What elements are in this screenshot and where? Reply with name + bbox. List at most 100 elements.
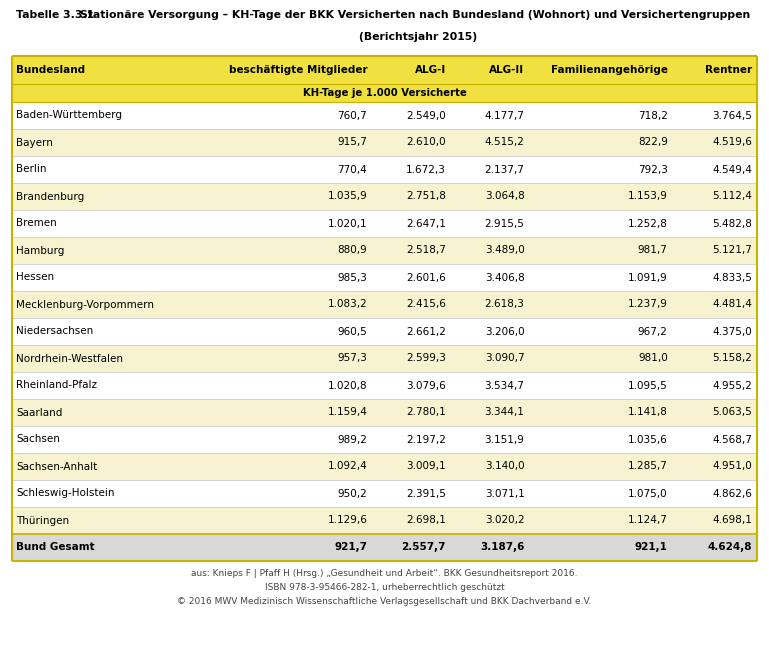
- Text: Sachsen: Sachsen: [16, 434, 60, 444]
- Text: 4.951,0: 4.951,0: [712, 462, 752, 472]
- Text: 1.092,4: 1.092,4: [328, 462, 368, 472]
- Bar: [12, 102, 757, 129]
- Text: KH-Tage je 1.000 Versicherte: KH-Tage je 1.000 Versicherte: [303, 88, 466, 98]
- Text: 1.035,9: 1.035,9: [328, 191, 368, 201]
- Text: 1.020,8: 1.020,8: [328, 381, 368, 391]
- Text: Stationäre Versorgung – KH-Tage der BKK Versicherten nach Bundesland (Wohnort) u: Stationäre Versorgung – KH-Tage der BKK …: [80, 10, 751, 20]
- Text: 989,2: 989,2: [338, 434, 368, 444]
- Text: 1.075,0: 1.075,0: [628, 488, 667, 498]
- Text: 4.955,2: 4.955,2: [712, 381, 752, 391]
- Text: 2.618,3: 2.618,3: [484, 300, 524, 310]
- Text: 3.009,1: 3.009,1: [406, 462, 446, 472]
- Text: 4.481,4: 4.481,4: [712, 300, 752, 310]
- Text: 3.079,6: 3.079,6: [406, 381, 446, 391]
- Text: 2.549,0: 2.549,0: [406, 110, 446, 120]
- Bar: [12, 4, 757, 56]
- Text: 3.090,7: 3.090,7: [484, 353, 524, 363]
- Bar: [12, 480, 757, 507]
- Bar: [12, 345, 757, 372]
- Bar: [12, 507, 757, 534]
- Text: 915,7: 915,7: [338, 138, 368, 147]
- Text: 2.557,7: 2.557,7: [401, 543, 446, 553]
- Text: 4.862,6: 4.862,6: [712, 488, 752, 498]
- Text: Bund Gesamt: Bund Gesamt: [16, 543, 95, 553]
- Text: 1.035,6: 1.035,6: [628, 434, 667, 444]
- Text: Rentner: Rentner: [705, 65, 752, 75]
- Text: 921,7: 921,7: [335, 543, 368, 553]
- Text: 760,7: 760,7: [338, 110, 368, 120]
- Text: 4.698,1: 4.698,1: [712, 516, 752, 526]
- Text: 4.515,2: 4.515,2: [484, 138, 524, 147]
- Bar: [12, 372, 757, 399]
- Text: 985,3: 985,3: [338, 272, 368, 282]
- Text: 2.391,5: 2.391,5: [406, 488, 446, 498]
- Text: 1.153,9: 1.153,9: [628, 191, 667, 201]
- Text: 3.206,0: 3.206,0: [484, 326, 524, 337]
- Text: Baden-Württemberg: Baden-Württemberg: [16, 110, 122, 120]
- Text: Thüringen: Thüringen: [16, 516, 69, 526]
- Text: 4.549,4: 4.549,4: [712, 165, 752, 175]
- Text: ALG-II: ALG-II: [489, 65, 524, 75]
- Bar: [12, 84, 757, 102]
- Text: ALG-I: ALG-I: [414, 65, 446, 75]
- Text: 2.780,1: 2.780,1: [406, 407, 446, 417]
- Bar: [12, 318, 757, 345]
- Text: 2.137,7: 2.137,7: [484, 165, 524, 175]
- Text: Schleswig-Holstein: Schleswig-Holstein: [16, 488, 115, 498]
- Text: 5.063,5: 5.063,5: [712, 407, 752, 417]
- Text: 4.375,0: 4.375,0: [712, 326, 752, 337]
- Bar: [12, 156, 757, 183]
- Text: 3.534,7: 3.534,7: [484, 381, 524, 391]
- Bar: [12, 183, 757, 210]
- Bar: [12, 399, 757, 426]
- Text: Rheinland-Pfalz: Rheinland-Pfalz: [16, 381, 97, 391]
- Text: 2.661,2: 2.661,2: [406, 326, 446, 337]
- Text: 967,2: 967,2: [638, 326, 667, 337]
- Text: 880,9: 880,9: [338, 246, 368, 256]
- Text: Brandenburg: Brandenburg: [16, 191, 85, 201]
- Text: 960,5: 960,5: [338, 326, 368, 337]
- Text: 3.064,8: 3.064,8: [484, 191, 524, 201]
- Text: © 2016 MWV Medizinisch Wissenschaftliche Verlagsgesellschaft und BKK Dachverband: © 2016 MWV Medizinisch Wissenschaftliche…: [178, 597, 591, 606]
- Text: 2.415,6: 2.415,6: [406, 300, 446, 310]
- Text: 792,3: 792,3: [638, 165, 667, 175]
- Text: 1.141,8: 1.141,8: [628, 407, 667, 417]
- Text: 5.121,7: 5.121,7: [712, 246, 752, 256]
- Text: 1.237,9: 1.237,9: [628, 300, 667, 310]
- Text: 1.091,9: 1.091,9: [628, 272, 667, 282]
- Text: 950,2: 950,2: [338, 488, 368, 498]
- Bar: [12, 534, 757, 561]
- Text: 1.095,5: 1.095,5: [628, 381, 667, 391]
- Text: 3.344,1: 3.344,1: [484, 407, 524, 417]
- Text: Berlin: Berlin: [16, 165, 46, 175]
- Text: 1.672,3: 1.672,3: [406, 165, 446, 175]
- Text: 5.158,2: 5.158,2: [712, 353, 752, 363]
- Text: 1.285,7: 1.285,7: [628, 462, 667, 472]
- Bar: [12, 426, 757, 453]
- Text: 2.751,8: 2.751,8: [406, 191, 446, 201]
- Text: 3.187,6: 3.187,6: [480, 543, 524, 553]
- Text: 770,4: 770,4: [338, 165, 368, 175]
- Text: 981,0: 981,0: [638, 353, 667, 363]
- Bar: [12, 291, 757, 318]
- Text: 2.599,3: 2.599,3: [406, 353, 446, 363]
- Text: Bayern: Bayern: [16, 138, 53, 147]
- Text: Nordrhein-Westfalen: Nordrhein-Westfalen: [16, 353, 123, 363]
- Text: 4.624,8: 4.624,8: [707, 543, 752, 553]
- Text: 2.647,1: 2.647,1: [406, 219, 446, 229]
- Text: 2.698,1: 2.698,1: [406, 516, 446, 526]
- Text: 1.129,6: 1.129,6: [328, 516, 368, 526]
- Text: 718,2: 718,2: [638, 110, 667, 120]
- Text: aus: Knieps F | Pfaff H (Hrsg.) „Gesundheit und Arbeit“. BKK Gesundheitsreport 2: aus: Knieps F | Pfaff H (Hrsg.) „Gesundh…: [191, 569, 578, 578]
- Text: Tabelle 3.3.1: Tabelle 3.3.1: [16, 10, 95, 20]
- Text: 3.151,9: 3.151,9: [484, 434, 524, 444]
- Text: 1.124,7: 1.124,7: [628, 516, 667, 526]
- Text: 2.518,7: 2.518,7: [406, 246, 446, 256]
- Bar: [12, 264, 757, 291]
- Text: 1.020,1: 1.020,1: [328, 219, 368, 229]
- Text: 4.519,6: 4.519,6: [712, 138, 752, 147]
- Text: 921,1: 921,1: [634, 543, 667, 553]
- Text: 3.764,5: 3.764,5: [712, 110, 752, 120]
- Text: Hessen: Hessen: [16, 272, 54, 282]
- Text: (Berichtsjahr 2015): (Berichtsjahr 2015): [359, 32, 478, 42]
